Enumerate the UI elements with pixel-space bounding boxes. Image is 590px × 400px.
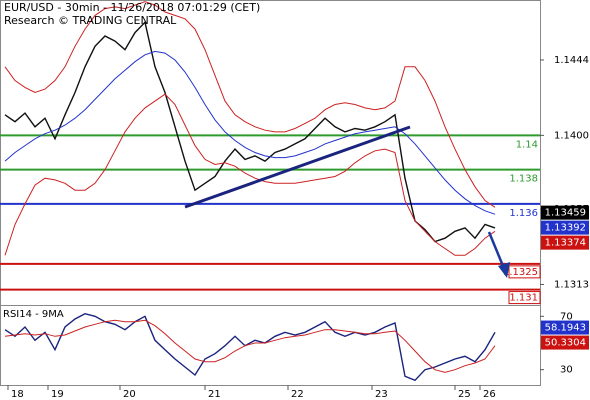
chart-subtitle: Research © TRADING CENTRAL: [4, 14, 177, 27]
x-tick-label: 25: [458, 389, 471, 400]
y-tick-label: 1.1313: [554, 279, 589, 290]
level-label-box: [508, 265, 541, 279]
price-label-box: [541, 335, 589, 350]
chart-title: EUR/USD - 30min - 11/26/2018 07:01:29 (C…: [4, 1, 260, 14]
price-label: 1.13374: [545, 238, 586, 249]
rsi-frame: [0, 305, 541, 386]
y-tick-label: 1.1400: [554, 130, 589, 141]
level-label-box: [508, 291, 541, 305]
x-tick-label: 18: [11, 389, 24, 400]
rsi-title: RSI14 - 9MA: [3, 309, 64, 320]
x-tick-label: 20: [123, 389, 136, 400]
x-tick-label: 26: [483, 389, 496, 400]
x-tick-label: 23: [375, 389, 388, 400]
price-label-box: [541, 220, 589, 235]
level-label: 1.1325: [503, 267, 538, 278]
price-label-box: [541, 320, 589, 335]
level-label: 1.131: [509, 293, 538, 304]
price-label: 1.13392: [545, 223, 586, 234]
arrow: [487, 231, 505, 267]
arrow-head: [498, 262, 510, 278]
y-tick-label: 70: [560, 311, 573, 322]
series-line: [4, 93, 496, 256]
x-tick-label: 21: [208, 389, 221, 400]
series-line: [4, 312, 496, 382]
series-line: [4, 319, 496, 373]
price-label-box: [541, 235, 589, 250]
series-line: [4, 20, 496, 243]
x-tick-label: 19: [51, 389, 64, 400]
x-tick-label: 22: [291, 389, 304, 400]
y-tick-label: 30: [560, 365, 573, 376]
series-line: [4, 1, 496, 208]
price-label: 1.13459: [545, 208, 586, 219]
series-line: [4, 50, 496, 215]
level-label: 1.14: [516, 139, 538, 150]
level-label: 1.138: [509, 174, 538, 185]
price-label-box: [541, 205, 589, 220]
price-label: 58.1943: [545, 323, 586, 334]
price-frame: [0, 0, 541, 306]
price-label: 50.3304: [545, 338, 586, 349]
y-tick-label: 1.1444: [554, 55, 589, 66]
level-label: 1.136: [509, 208, 538, 219]
trendline: [184, 125, 411, 209]
